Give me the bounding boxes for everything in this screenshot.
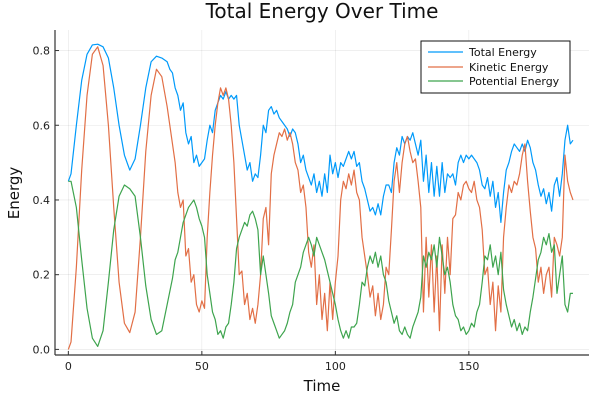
legend-label-potential-energy: Potential Energy (469, 75, 560, 88)
x-tick-label: 0 (65, 360, 72, 373)
y-tick-label: 0.2 (33, 269, 51, 282)
y-tick-label: 0.4 (33, 194, 51, 207)
legend-entry-potential-energy: Potential Energy (428, 75, 560, 88)
legend-entry-total-energy: Total Energy (428, 46, 537, 59)
x-tick-label: 50 (195, 360, 209, 373)
chart-title: Total Energy Over Time (205, 0, 439, 23)
y-tick-label: 0.6 (33, 119, 51, 132)
y-tick-label: 0.0 (33, 343, 51, 356)
kinetic-energy-line (67, 46, 574, 350)
y-tick-label: 0.8 (33, 45, 51, 58)
x-ticks: 0 50 100 150 (65, 351, 479, 373)
series-layer (67, 43, 574, 350)
total-energy-line (67, 43, 574, 223)
legend-label-total-energy: Total Energy (468, 46, 537, 59)
y-ticks: 0.0 0.2 0.4 0.6 0.8 (33, 45, 59, 356)
x-tick-label: 150 (458, 360, 479, 373)
y-axis-title: Energy (5, 167, 23, 220)
legend-label-kinetic-energy: Kinetic Energy (469, 61, 549, 74)
axes (54, 30, 589, 356)
potential-energy-line (68, 180, 573, 348)
x-axis-title: Time (303, 377, 341, 395)
legend-entry-kinetic-energy: Kinetic Energy (428, 61, 549, 74)
x-tick-label: 100 (325, 360, 346, 373)
legend: Total Energy Kinetic Energy Potential En… (420, 40, 571, 94)
